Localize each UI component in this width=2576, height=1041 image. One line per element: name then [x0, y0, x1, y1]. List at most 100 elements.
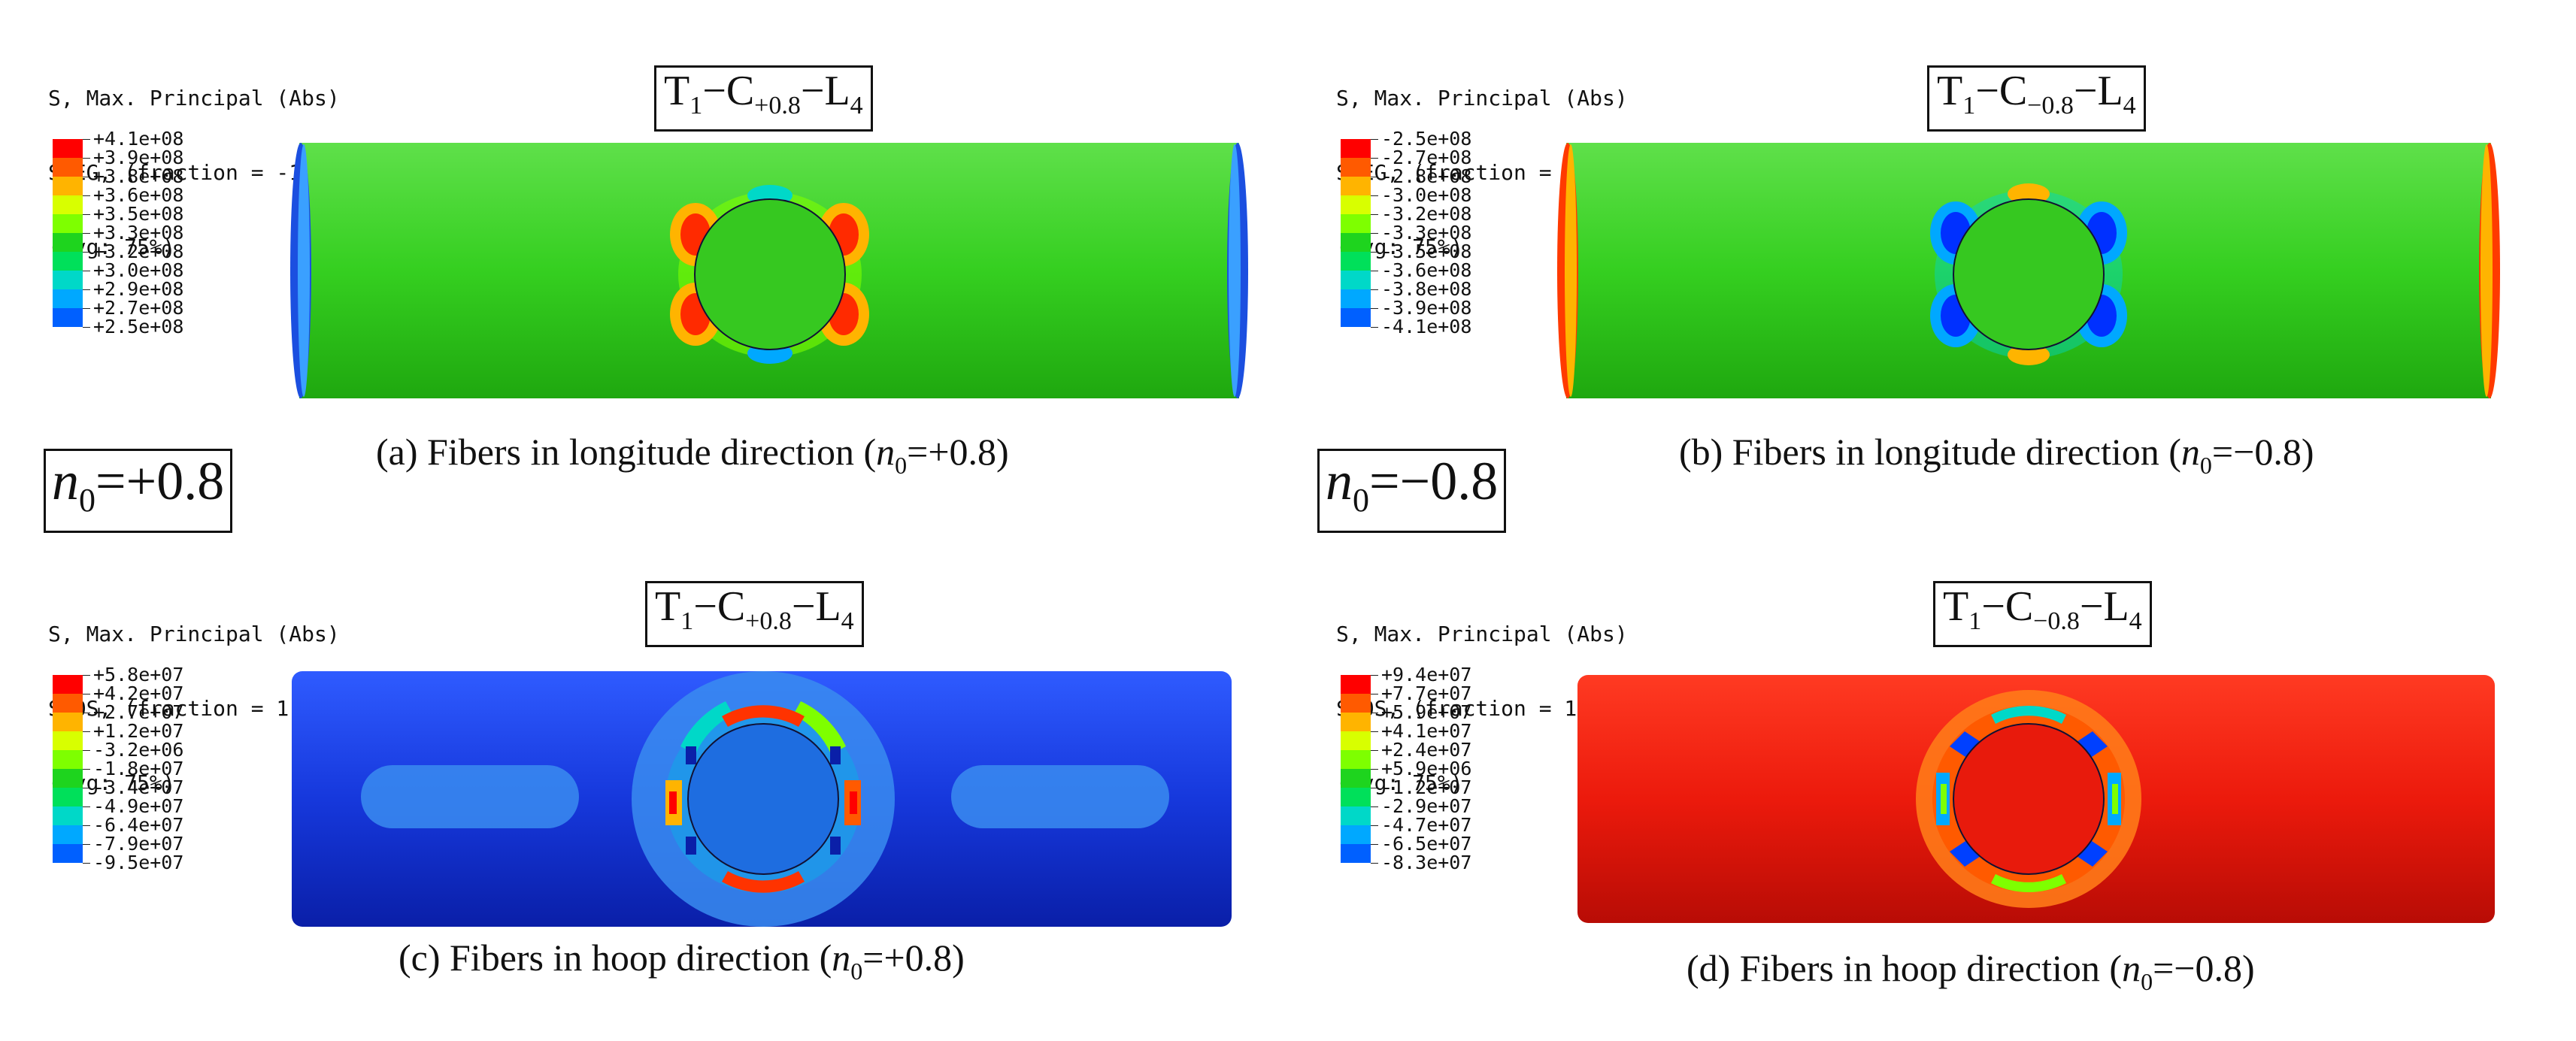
- legend-tick: [1371, 139, 1378, 140]
- legend-tick: [1371, 289, 1378, 290]
- legend-swatch: [53, 713, 83, 731]
- hole: [1953, 198, 2105, 350]
- legend-swatch: [1341, 844, 1371, 863]
- legend-tick: [83, 675, 90, 676]
- legend-swatch: [53, 788, 83, 806]
- hole: [687, 723, 839, 875]
- legend-tick: [1371, 233, 1378, 234]
- legend-swatch: [53, 252, 83, 271]
- legend-label: +3.9e+08: [93, 147, 184, 168]
- legend-swatch: [53, 825, 83, 844]
- legend-swatch: [1341, 233, 1371, 252]
- specimen-tag: T1−C+0.8−L4: [645, 581, 864, 647]
- legend-tick: [83, 195, 90, 196]
- legend-label: +7.7e+07: [1381, 682, 1472, 704]
- legend-tick: [83, 327, 90, 328]
- legend-swatch: [53, 158, 83, 177]
- legend-tick: [1371, 769, 1378, 770]
- legend-tick: [83, 289, 90, 290]
- legend-tick: [1371, 158, 1378, 159]
- legend-label: +4.2e+07: [93, 682, 184, 704]
- legend-label: -4.9e+07: [93, 795, 184, 817]
- legend-label: +2.7e+07: [93, 701, 184, 723]
- legend-label: -6.4e+07: [93, 814, 184, 836]
- legend-swatch: [1341, 139, 1371, 158]
- legend-label: -2.9e+07: [1381, 795, 1472, 817]
- panel-caption: (d) Fibers in hoop direction (n0=−0.8): [1687, 947, 2255, 995]
- legend-swatch: [1341, 713, 1371, 731]
- legend-label: +4.1e+08: [93, 128, 184, 150]
- panel-caption: (b) Fibers in longitude direction (n0=−0…: [1679, 431, 2314, 479]
- n0-label-right: n0=−0.8: [1317, 449, 1507, 533]
- legend-label: -2.8e+08: [1381, 165, 1472, 187]
- legend-label: -3.6e+08: [1381, 259, 1472, 281]
- legend-label: +3.2e+08: [93, 241, 184, 262]
- legend-label: +4.1e+07: [1381, 720, 1472, 742]
- legend-label: +3.6e+08: [93, 184, 184, 206]
- legend-swatch: [53, 844, 83, 863]
- legend-label: -1.2e+07: [1381, 776, 1472, 798]
- legend-swatch: [1341, 750, 1371, 769]
- legend-tick: [1371, 863, 1378, 864]
- legend-label: -4.1e+08: [1381, 316, 1472, 337]
- legend-label: +9.4e+07: [1381, 664, 1472, 685]
- legend-swatch: [53, 289, 83, 308]
- panel-b: S, Max. Principal (Abs) SNEG, (fraction …: [1288, 0, 2576, 520]
- legend-label: -8.3e+07: [1381, 852, 1472, 873]
- legend-tick: [1371, 327, 1378, 328]
- legend-tick: [83, 806, 90, 807]
- legend-tick: [1371, 844, 1378, 845]
- legend-tick: [1371, 252, 1378, 253]
- legend-swatch: [1341, 308, 1371, 327]
- header-line: S, Max. Principal (Abs): [1336, 86, 1628, 110]
- legend-label: -3.0e+08: [1381, 184, 1472, 206]
- legend-label: +2.5e+08: [93, 316, 184, 337]
- contour-plot-a: [290, 143, 1248, 398]
- legend-tick: [83, 844, 90, 845]
- legend-label: +5.9e+06: [1381, 758, 1472, 779]
- legend-swatch: [1341, 289, 1371, 308]
- legend-tick: [83, 158, 90, 159]
- legend-swatch: [1341, 177, 1371, 195]
- legend-label: -2.7e+08: [1381, 147, 1472, 168]
- legend-tick: [83, 731, 90, 732]
- panel-a: S, Max. Principal (Abs) SNEG, (fraction …: [0, 0, 1288, 520]
- legend-label: -6.5e+07: [1381, 833, 1472, 855]
- legend-tick: [83, 825, 90, 826]
- hole: [1953, 723, 2105, 875]
- legend-swatch: [53, 177, 83, 195]
- legend-label: +5.8e+07: [93, 664, 184, 685]
- legend-tick: [83, 750, 90, 751]
- legend-swatch: [53, 769, 83, 788]
- legend-swatch: [1341, 731, 1371, 750]
- legend-tick: [83, 139, 90, 140]
- n0-label-left: n0=+0.8: [44, 449, 233, 533]
- legend-swatch: [53, 271, 83, 289]
- legend-swatch: [1341, 195, 1371, 214]
- legend-swatch: [53, 750, 83, 769]
- legend-swatch: [1341, 694, 1371, 713]
- panel-caption: (a) Fibers in longitude direction (n0=+0…: [376, 431, 1009, 479]
- legend-label: +1.2e+07: [93, 720, 184, 742]
- legend-tick: [1371, 694, 1378, 695]
- legend-swatch: [1341, 788, 1371, 806]
- panel-caption: (c) Fibers in hoop direction (n0=+0.8): [399, 937, 965, 985]
- legend-label: +2.7e+08: [93, 297, 184, 319]
- legend-tick: [83, 308, 90, 309]
- legend-swatch: [1341, 158, 1371, 177]
- legend-swatch: [53, 214, 83, 233]
- legend-label: -3.8e+08: [1381, 278, 1472, 300]
- legend-label: +2.4e+07: [1381, 739, 1472, 761]
- stress-band-left: [361, 765, 579, 828]
- legend-tick: [1371, 731, 1378, 732]
- legend-swatch: [53, 139, 83, 158]
- hole: [694, 198, 846, 350]
- legend-tick: [83, 863, 90, 864]
- legend-label: -1.8e+07: [93, 758, 184, 779]
- legend-swatch: [1341, 271, 1371, 289]
- specimen-tag: T1−C−0.8−L4: [1927, 65, 2146, 132]
- legend-swatch: [1341, 675, 1371, 694]
- legend-label: +3.5e+08: [93, 203, 184, 225]
- contour-plot-d: [1577, 675, 2495, 923]
- legend-swatch: [1341, 825, 1371, 844]
